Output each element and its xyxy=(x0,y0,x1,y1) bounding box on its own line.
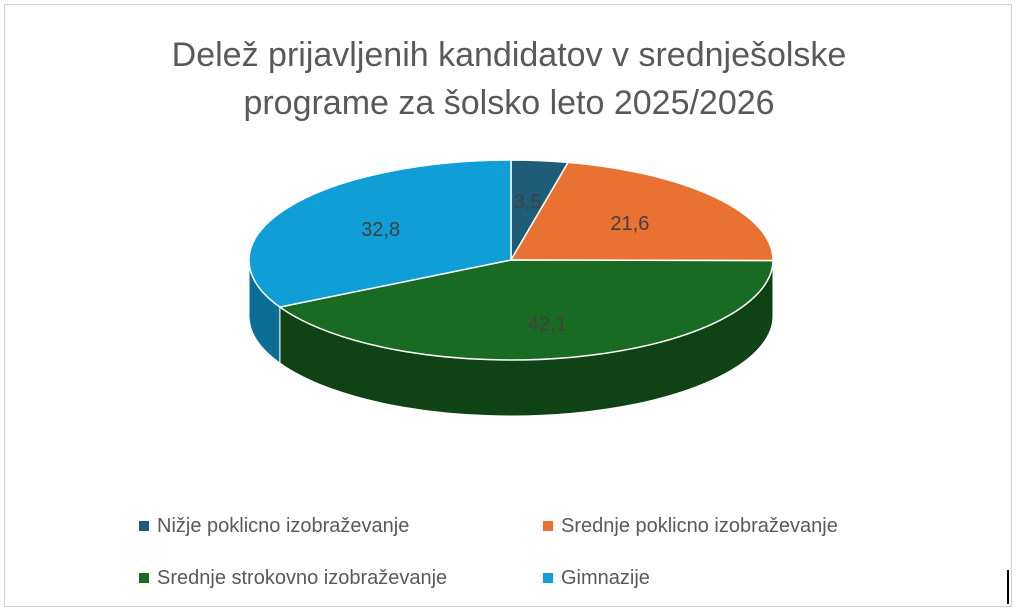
legend-item-1: Srednje poklicno izobraževanje xyxy=(543,511,903,541)
chart-legend: Nižje poklicno izobraževanje Srednje pokl… xyxy=(139,511,919,593)
chart-title-line-1: Delež prijavljenih kandidatov v srednješ… xyxy=(171,36,847,74)
legend-label-2: Srednje strokovno izobraževanje xyxy=(157,567,448,589)
pie-slice-1 xyxy=(509,161,774,262)
pie-chart: 3,5 21,6 42,1 32,8 xyxy=(248,159,774,417)
pie-slice-2 xyxy=(278,259,774,361)
legend-item-2: Srednje strokovno izobraževanje xyxy=(139,563,543,593)
chart-frame: Delež prijavljenih kandidatov v srednješ… xyxy=(4,4,1012,607)
legend-item-3: Gimnazije xyxy=(543,563,903,593)
chart-title: Delež prijavljenih kandidatov v srednješ… xyxy=(5,31,1013,127)
data-label-2: 42,1 xyxy=(528,313,567,335)
data-label-0: 3,5 xyxy=(514,191,542,213)
legend-label-0: Nižje poklicno izobraževanje xyxy=(157,515,410,537)
legend-label-1: Srednje poklicno izobraževanje xyxy=(561,515,838,537)
legend-label-3: Gimnazije xyxy=(561,567,650,589)
corner-mark xyxy=(1007,570,1009,604)
data-label-3: 32,8 xyxy=(361,219,400,241)
legend-swatch-3 xyxy=(543,573,553,583)
legend-item-0: Nižje poklicno izobraževanje xyxy=(139,511,543,541)
legend-swatch-0 xyxy=(139,521,149,531)
data-label-1: 21,6 xyxy=(610,213,649,235)
legend-swatch-2 xyxy=(139,573,149,583)
pie-slice-3 xyxy=(248,159,512,308)
chart-title-line-2: programe za šolsko leto 2025/2026 xyxy=(243,84,775,122)
legend-swatch-1 xyxy=(543,521,553,531)
